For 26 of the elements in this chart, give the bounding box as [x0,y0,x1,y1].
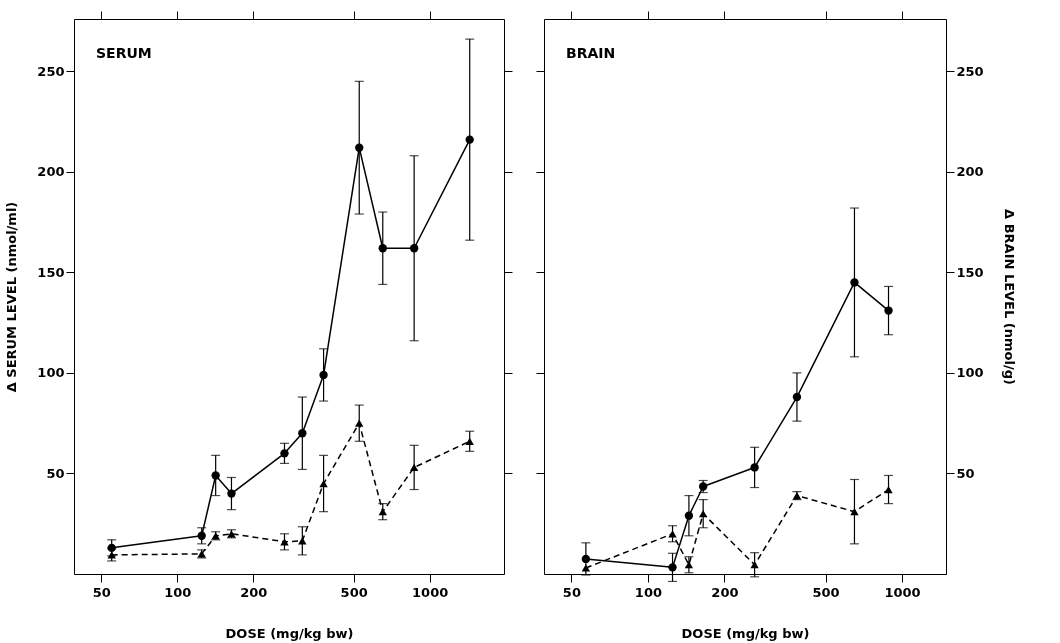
x-tick-label: 100 [164,584,192,600]
x-tick-label: 500 [812,584,840,600]
text: BRAIN [566,45,616,61]
x-tick-label: 1000 [884,584,921,600]
y-tick-label: 250 [37,63,65,79]
y2-tick-label: 250 [956,63,984,79]
y2-tick-label: 150 [956,264,984,280]
y-axis-title: Δ SERUM LEVEL (nmol/ml) [4,201,20,393]
y-tick-label: 100 [37,365,65,381]
x-tick-label: 200 [240,584,268,600]
x-tick-label: 100 [634,584,662,600]
y2-tick-label: 200 [956,164,984,180]
x-axis-title: DOSE (mg/kg bw) [225,625,354,641]
x-tick-label: 200 [711,584,739,600]
y2-axis-title: Δ BRAIN LEVEL (nmol/g) [1001,209,1017,385]
y-tick-label: 150 [37,264,65,280]
y2-tick-label: 50 [956,465,975,481]
y2-tick-label: 100 [956,365,984,381]
x-tick-label: 500 [340,584,368,600]
y-tick-label: 200 [37,164,65,180]
text: SERUM [96,45,152,61]
y-tick-label: 50 [46,465,65,481]
x-tick-label: 50 [562,584,581,600]
x-tick-label: 50 [92,584,111,600]
x-tick-label: 1000 [412,584,449,600]
x-axis-title: DOSE (mg/kg bw) [681,625,810,641]
